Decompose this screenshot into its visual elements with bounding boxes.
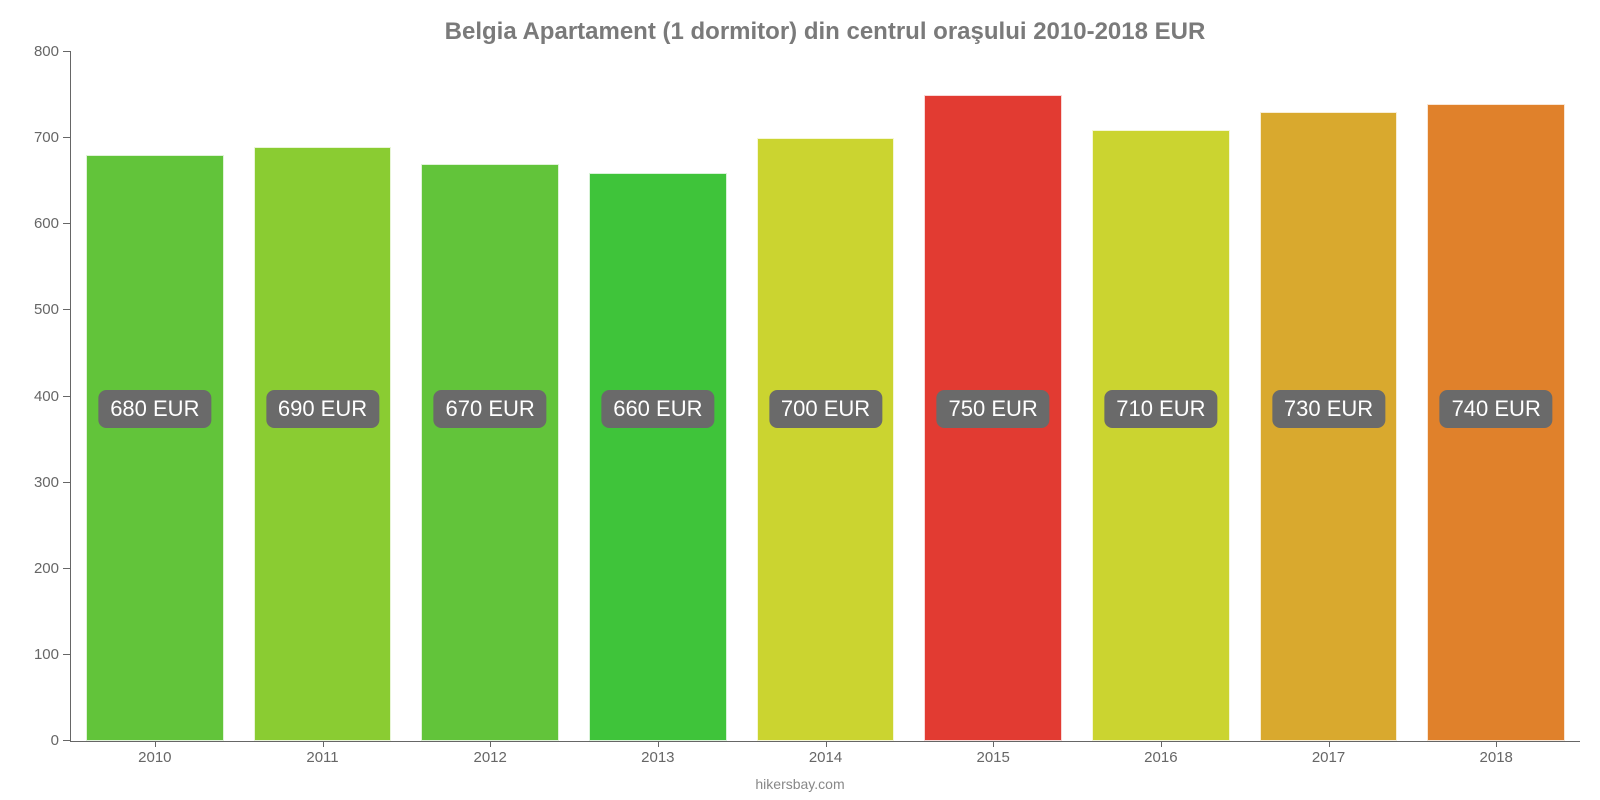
y-tick: 600 bbox=[63, 223, 71, 224]
y-tick: 700 bbox=[63, 137, 71, 138]
bar-slot: 670 EUR2012 bbox=[406, 52, 574, 741]
attribution-text: hikersbay.com bbox=[755, 776, 844, 792]
x-tick bbox=[993, 741, 994, 747]
x-tick-label: 2010 bbox=[138, 749, 171, 766]
bar-slot: 740 EUR2018 bbox=[1412, 52, 1580, 741]
value-badge-wrap: 670 EUR bbox=[434, 390, 547, 428]
value-badge: 710 EUR bbox=[1104, 390, 1217, 428]
bar bbox=[1092, 130, 1229, 741]
bar-slot: 750 EUR2015 bbox=[909, 52, 1077, 741]
x-tick bbox=[323, 741, 324, 747]
value-badge: 670 EUR bbox=[434, 390, 547, 428]
y-tick: 100 bbox=[63, 654, 71, 655]
value-badge-wrap: 700 EUR bbox=[769, 390, 882, 428]
value-badge-wrap: 750 EUR bbox=[937, 390, 1050, 428]
y-tick: 400 bbox=[63, 396, 71, 397]
y-tick-label: 100 bbox=[34, 646, 59, 663]
bar bbox=[86, 155, 223, 741]
x-tick-label: 2016 bbox=[1144, 749, 1177, 766]
y-tick-label: 500 bbox=[34, 301, 59, 318]
value-badge-wrap: 680 EUR bbox=[98, 390, 211, 428]
x-tick-label: 2012 bbox=[473, 749, 506, 766]
y-tick-label: 200 bbox=[34, 560, 59, 577]
bar-slot: 680 EUR2010 bbox=[71, 52, 239, 741]
x-tick bbox=[658, 741, 659, 747]
bar-slot: 730 EUR2017 bbox=[1245, 52, 1413, 741]
value-badge: 750 EUR bbox=[937, 390, 1050, 428]
value-badge: 660 EUR bbox=[601, 390, 714, 428]
y-tick-label: 0 bbox=[51, 732, 59, 749]
y-tick: 0 bbox=[63, 740, 71, 741]
chart-container: Belgia Apartament (1 dormitor) din centr… bbox=[0, 0, 1600, 800]
x-tick-label: 2011 bbox=[306, 749, 338, 766]
value-badge-wrap: 730 EUR bbox=[1272, 390, 1385, 428]
bars-layer: 680 EUR2010690 EUR2011670 EUR2012660 EUR… bbox=[71, 52, 1580, 741]
bar-slot: 710 EUR2016 bbox=[1077, 52, 1245, 741]
y-tick-label: 700 bbox=[34, 129, 59, 146]
x-tick bbox=[1329, 741, 1330, 747]
y-tick-label: 800 bbox=[34, 43, 59, 60]
bar-slot: 690 EUR2011 bbox=[239, 52, 407, 741]
y-tick: 800 bbox=[63, 51, 71, 52]
x-tick bbox=[826, 741, 827, 747]
x-tick-label: 2018 bbox=[1480, 749, 1513, 766]
value-badge: 690 EUR bbox=[266, 390, 379, 428]
value-badge: 700 EUR bbox=[769, 390, 882, 428]
plot-area: 680 EUR2010690 EUR2011670 EUR2012660 EUR… bbox=[70, 52, 1580, 742]
x-tick bbox=[1496, 741, 1497, 747]
value-badge: 730 EUR bbox=[1272, 390, 1385, 428]
y-tick-label: 600 bbox=[34, 215, 59, 232]
value-badge-wrap: 740 EUR bbox=[1440, 390, 1553, 428]
y-tick: 200 bbox=[63, 568, 71, 569]
x-tick-label: 2013 bbox=[641, 749, 674, 766]
value-badge-wrap: 710 EUR bbox=[1104, 390, 1217, 428]
x-tick bbox=[155, 741, 156, 747]
value-badge-wrap: 660 EUR bbox=[601, 390, 714, 428]
y-tick-label: 300 bbox=[34, 474, 59, 491]
x-tick bbox=[1161, 741, 1162, 747]
x-tick-label: 2014 bbox=[809, 749, 842, 766]
bar-slot: 700 EUR2014 bbox=[742, 52, 910, 741]
chart-title: Belgia Apartament (1 dormitor) din centr… bbox=[70, 10, 1580, 52]
y-tick-label: 400 bbox=[34, 388, 59, 405]
y-tick: 300 bbox=[63, 482, 71, 483]
x-tick-label: 2017 bbox=[1312, 749, 1345, 766]
value-badge-wrap: 690 EUR bbox=[266, 390, 379, 428]
value-badge: 680 EUR bbox=[98, 390, 211, 428]
bar bbox=[254, 147, 391, 741]
x-tick bbox=[490, 741, 491, 747]
bar bbox=[589, 173, 726, 741]
bar-slot: 660 EUR2013 bbox=[574, 52, 742, 741]
y-tick: 500 bbox=[63, 309, 71, 310]
x-tick-label: 2015 bbox=[977, 749, 1010, 766]
bar bbox=[757, 138, 894, 741]
value-badge: 740 EUR bbox=[1440, 390, 1553, 428]
bar bbox=[421, 164, 558, 741]
